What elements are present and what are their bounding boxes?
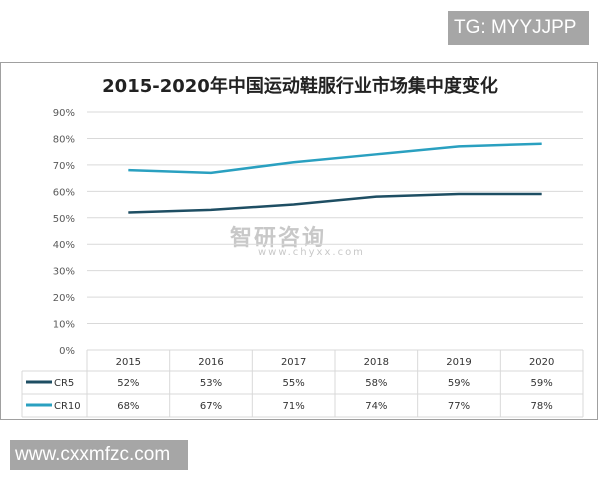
y-tick-label: 20%	[53, 293, 75, 304]
watermark-logo-text: 智研咨询	[230, 226, 327, 251]
chart-frame	[0, 62, 598, 420]
watermark-tag: TG: MYYJJPP	[448, 11, 589, 45]
data-label: 58%	[365, 378, 387, 389]
data-label: 55%	[283, 378, 305, 389]
data-label: 78%	[531, 401, 553, 412]
watermark-site: www.cxxmfzc.com	[10, 440, 188, 470]
x-tick-label: 2017	[281, 357, 306, 368]
data-label: 52%	[117, 378, 139, 389]
y-tick-label: 40%	[53, 240, 75, 251]
y-tick-label: 60%	[53, 187, 75, 198]
x-tick-label: 2016	[198, 357, 223, 368]
watermark-url: www.chyxx.com	[258, 247, 365, 258]
x-tick-label: 2020	[529, 357, 554, 368]
chart-title: 2015-2020年中国运动鞋服行业市场集中度变化	[102, 76, 498, 97]
x-tick-label: 2015	[116, 357, 141, 368]
y-tick-label: 50%	[53, 214, 75, 225]
legend-label: CR10	[54, 401, 81, 412]
data-label: 68%	[117, 401, 139, 412]
y-tick-label: 70%	[53, 161, 75, 172]
data-label: 71%	[283, 401, 305, 412]
data-label: 59%	[531, 378, 553, 389]
y-tick-label: 30%	[53, 267, 75, 278]
y-tick-label: 10%	[53, 320, 75, 331]
y-tick-label: 0%	[59, 346, 75, 357]
data-label: 74%	[365, 401, 387, 412]
data-label: 67%	[200, 401, 222, 412]
y-tick-label: 90%	[53, 108, 75, 119]
data-label: 59%	[448, 378, 470, 389]
data-label: 77%	[448, 401, 470, 412]
x-tick-label: 2019	[446, 357, 471, 368]
y-tick-label: 80%	[53, 134, 75, 145]
data-label: 53%	[200, 378, 222, 389]
series-line-cr5	[128, 192, 542, 214]
legend-label: CR5	[54, 378, 74, 389]
x-tick-label: 2018	[364, 357, 389, 368]
series-line-cr10	[128, 142, 542, 175]
